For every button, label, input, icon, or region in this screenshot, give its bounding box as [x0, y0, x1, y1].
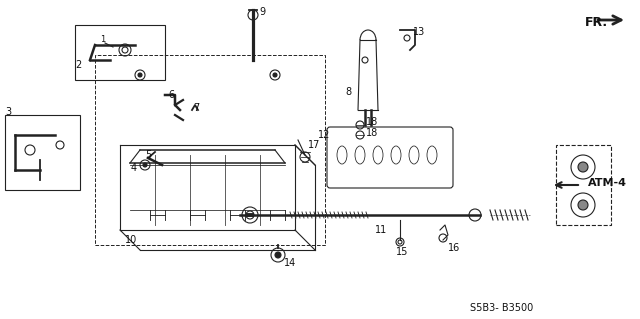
Text: 6: 6 — [168, 90, 174, 100]
Text: 2: 2 — [75, 60, 81, 70]
Text: 15: 15 — [396, 247, 408, 257]
Bar — [556, 145, 611, 225]
Text: ATM-4: ATM-4 — [588, 178, 627, 188]
Bar — [95, 55, 325, 245]
Text: 16: 16 — [448, 243, 460, 253]
Text: 10: 10 — [125, 235, 137, 245]
Text: 11: 11 — [375, 225, 387, 235]
Text: 9: 9 — [259, 7, 265, 17]
Text: 7: 7 — [193, 103, 199, 113]
Text: 4: 4 — [131, 163, 137, 173]
Circle shape — [273, 73, 277, 77]
Circle shape — [138, 73, 142, 77]
Text: 17: 17 — [308, 140, 321, 150]
Text: 8: 8 — [345, 87, 351, 97]
Circle shape — [143, 163, 147, 167]
Text: 14: 14 — [284, 258, 296, 268]
Text: 3: 3 — [5, 107, 11, 117]
Bar — [5, 115, 80, 190]
Text: 5: 5 — [145, 150, 151, 160]
Circle shape — [578, 162, 588, 172]
Text: 12: 12 — [318, 130, 330, 140]
Text: 1: 1 — [100, 35, 105, 44]
Text: FR.: FR. — [585, 17, 608, 29]
Bar — [75, 25, 165, 80]
Text: 13: 13 — [413, 27, 425, 37]
Circle shape — [578, 200, 588, 210]
Circle shape — [275, 252, 281, 258]
Text: 18: 18 — [366, 128, 378, 138]
Text: 18: 18 — [366, 117, 378, 127]
Text: S5B3- B3500: S5B3- B3500 — [470, 303, 533, 313]
